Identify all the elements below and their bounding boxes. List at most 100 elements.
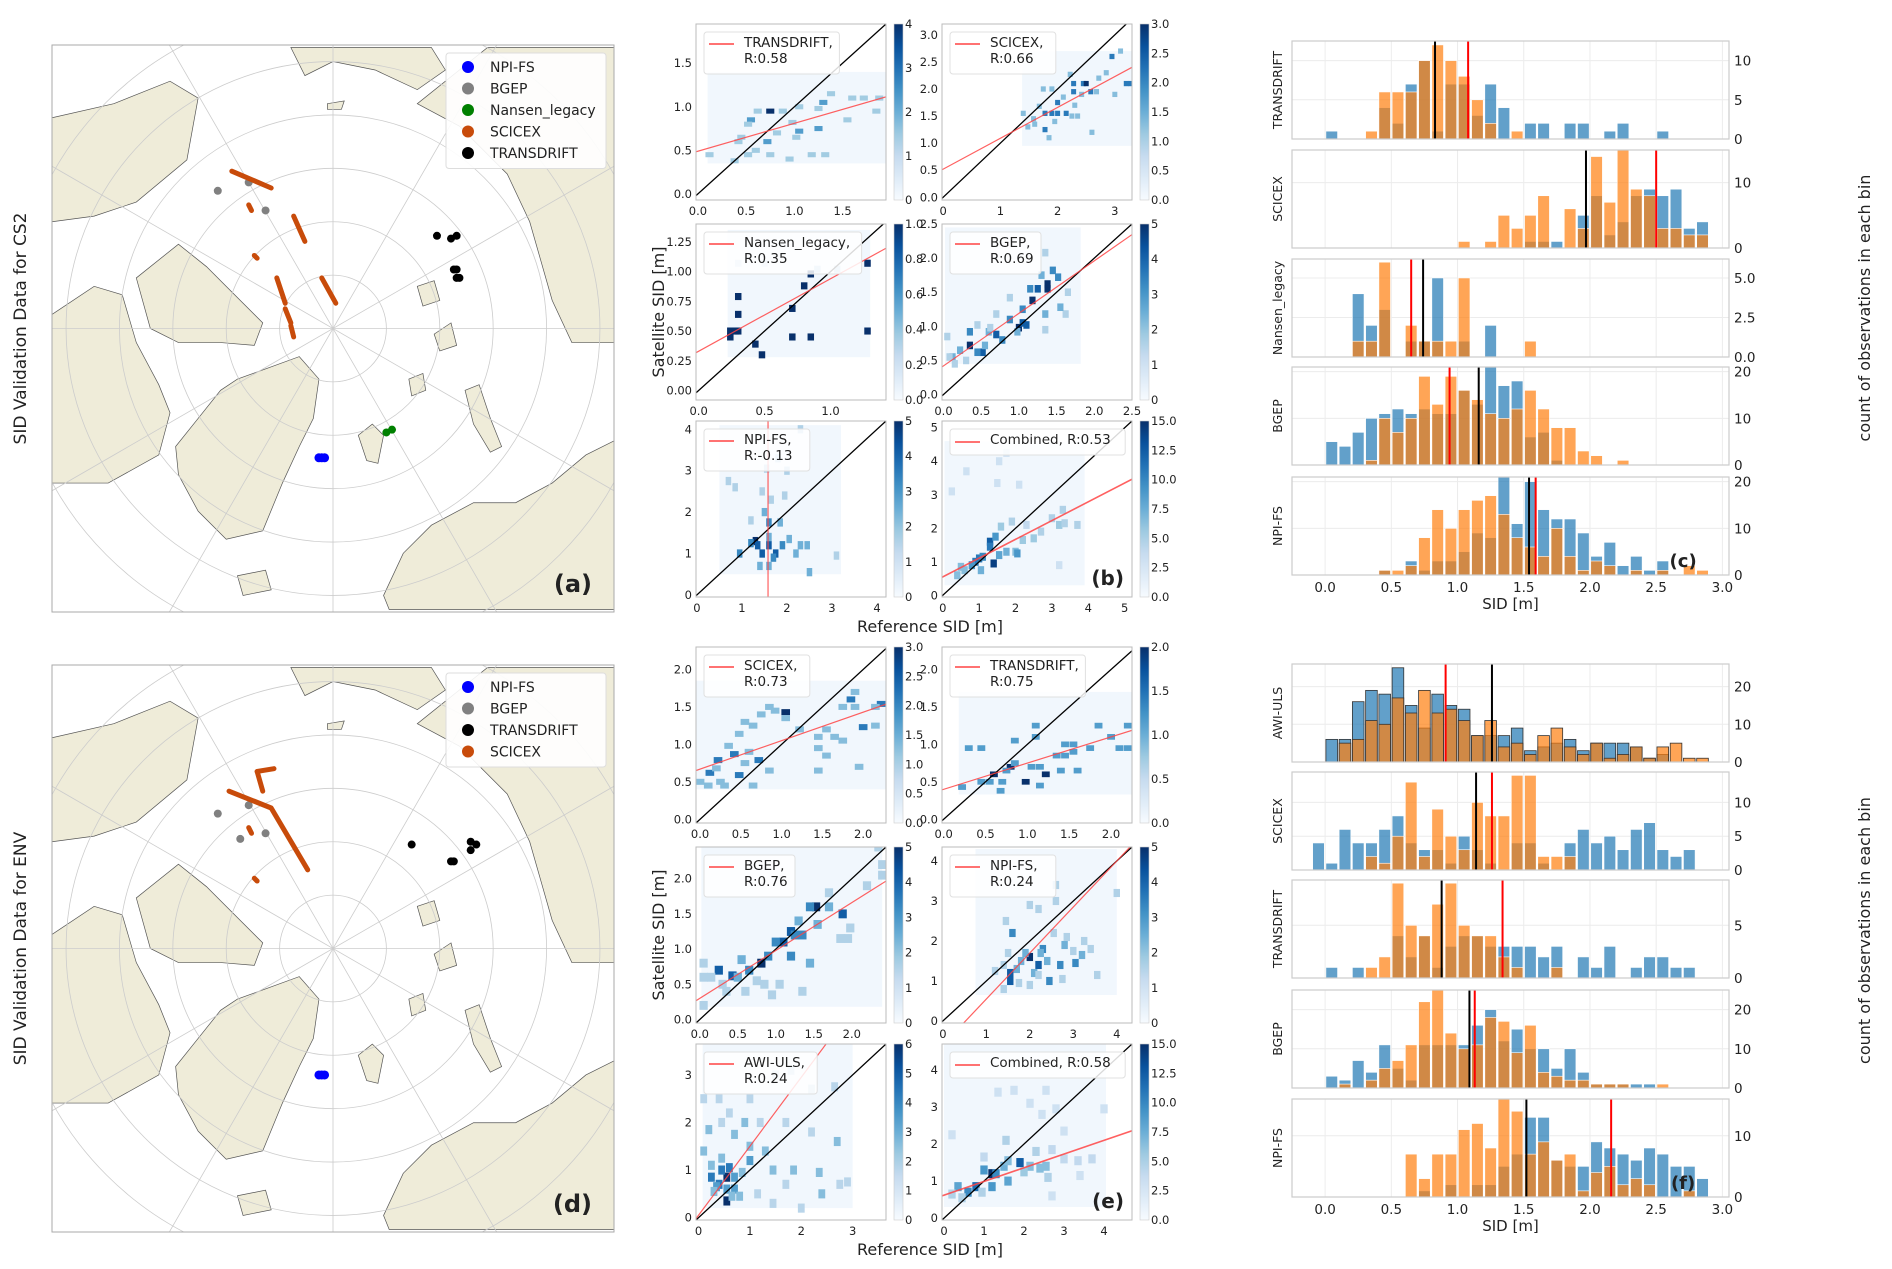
hist2d-cell — [826, 91, 836, 97]
hist2d-cell — [1032, 121, 1038, 127]
panel-name: BGEP — [1270, 1022, 1285, 1056]
hist2d-cell — [766, 518, 772, 527]
bar-reference — [1511, 1110, 1524, 1198]
bar-reference — [1391, 570, 1405, 576]
panel-name: Nansen_legacy — [1270, 260, 1285, 355]
colorbar-tick-label: 0.0 — [1151, 590, 1169, 604]
y-tick-label: 0 — [1734, 568, 1743, 584]
bar-reference — [1405, 91, 1418, 140]
bar-reference — [1537, 735, 1550, 763]
hist2d-cell — [748, 539, 754, 548]
y-tick-label: 10 — [1734, 54, 1751, 70]
hist2d-cell — [995, 551, 1003, 560]
hist2d-cell — [1123, 722, 1132, 729]
bar-satellite — [1603, 946, 1616, 979]
hist2d-cell — [772, 130, 782, 136]
hist2d-cell — [766, 532, 772, 542]
bar-reference — [1497, 746, 1511, 763]
legend-label: SCICEX, — [744, 658, 797, 674]
hist2d-cell — [875, 95, 884, 101]
bar-satellite — [1325, 130, 1338, 140]
x-tick-label: 5 — [1121, 601, 1128, 615]
y-tick-label: 3 — [685, 464, 692, 478]
colorbar-tick-label: 5.0 — [1151, 1154, 1169, 1168]
hist2d-cell — [756, 711, 766, 718]
one-to-one-line — [942, 224, 1132, 397]
hist2d-cell — [876, 700, 886, 707]
hist2d-cell — [1055, 110, 1061, 116]
hist2d-cell — [836, 934, 845, 943]
colorbar-tick-label: 2.0 — [1151, 76, 1169, 90]
map-frame — [51, 44, 615, 613]
hist2d-cell — [988, 1182, 996, 1192]
hist2d-cell — [696, 778, 705, 785]
bar-reference — [1497, 418, 1511, 466]
x-tick-label: 0.0 — [935, 827, 953, 841]
hist2d-cell — [807, 333, 815, 341]
plot-frame — [695, 23, 887, 201]
histogram-panel-scicex: 0 5 10 SCICEX — [1270, 771, 1751, 879]
bar-reference — [1511, 967, 1524, 979]
y-tick-label: 20 — [1734, 365, 1751, 381]
hist2d-cell — [795, 104, 804, 110]
hist2d-cell — [814, 126, 823, 132]
y-tick-label: 4 — [931, 1063, 938, 1077]
hist2d-cell — [1026, 952, 1034, 962]
legend-marker-nansen_legacy — [462, 104, 474, 116]
hist2d-cell — [1009, 928, 1016, 938]
colorbar-tick-label: 0.6 — [905, 287, 923, 301]
y-tick-label: 0.5 — [674, 143, 692, 157]
bar-reference — [1444, 882, 1458, 979]
hist2d-cell — [778, 108, 787, 114]
x-tick-label: 3 — [1111, 204, 1118, 218]
x-tick-label: 2 — [1020, 1224, 1027, 1238]
histogram-panel-awi-uls: 0 10 20 AWI-ULS — [1270, 663, 1751, 771]
landmass — [383, 440, 614, 610]
hist2d-cell — [1080, 936, 1088, 946]
bar-satellite — [1669, 967, 1683, 979]
y-tick-label: 0 — [1734, 458, 1743, 474]
hist2d-cell — [1088, 1154, 1096, 1164]
x-tick-label: 0.0 — [934, 404, 952, 418]
hist2d-cell — [761, 1146, 769, 1156]
bar-reference — [1418, 340, 1431, 358]
colorbar-tick-label: 0.0 — [1151, 193, 1169, 207]
hist2d-cell — [1007, 976, 1014, 986]
y-tick-label: 2.0 — [674, 872, 692, 886]
hist2d-cell — [734, 730, 744, 737]
hist2d-cell — [766, 561, 772, 571]
bar-reference — [1537, 1072, 1550, 1089]
bar-satellite — [1524, 946, 1537, 979]
y-tick-label: 0 — [685, 588, 692, 602]
hist2d-cell — [824, 888, 834, 898]
bar-reference — [1630, 188, 1643, 249]
hist2d-cell — [725, 476, 732, 486]
x-tick-label: 3 — [1048, 601, 1055, 615]
hist2d-cell — [740, 760, 750, 767]
hist2d-cell — [985, 778, 994, 785]
hist2d-cell — [850, 688, 860, 695]
y-tick-label: 0 — [931, 1211, 938, 1225]
y-tick-label: 1.5 — [674, 907, 692, 921]
legend-label: R:-0.13 — [744, 448, 792, 464]
hist2d-cell — [737, 955, 746, 965]
colorbar-tick-label: 2.5 — [905, 669, 923, 683]
histogram-panel-scicex: 0 10 SCICEX — [1270, 149, 1751, 257]
plot-frame — [1291, 989, 1730, 1089]
hist2d-cell — [1072, 958, 1079, 968]
bar-satellite — [1616, 123, 1630, 140]
hist2d-cell — [1089, 129, 1095, 135]
colorbar-tick-label: 4 — [905, 449, 912, 463]
colorbar-tick-label: 10.0 — [1151, 473, 1177, 487]
hist2d-cell — [1071, 89, 1077, 95]
hist2d-cell — [985, 327, 992, 336]
hist2d-cell — [1069, 113, 1075, 119]
x-tick-label: 0.0 — [689, 404, 707, 418]
hist2d-cell — [1113, 888, 1120, 898]
bar-reference — [1484, 495, 1497, 576]
panel-label: (f) — [1671, 1173, 1695, 1194]
bar-reference — [1630, 1178, 1643, 1198]
bar-reference — [1577, 1190, 1590, 1198]
hist2d-background — [958, 691, 1132, 795]
hist2d-cell — [993, 310, 1000, 318]
